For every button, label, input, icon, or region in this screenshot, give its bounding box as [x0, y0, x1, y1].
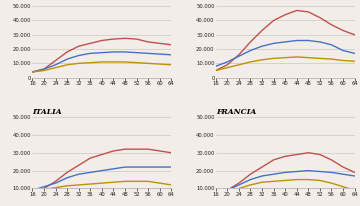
- Text: ITALIA: ITALIA: [32, 108, 62, 116]
- Text: FRANCIA: FRANCIA: [216, 108, 256, 116]
